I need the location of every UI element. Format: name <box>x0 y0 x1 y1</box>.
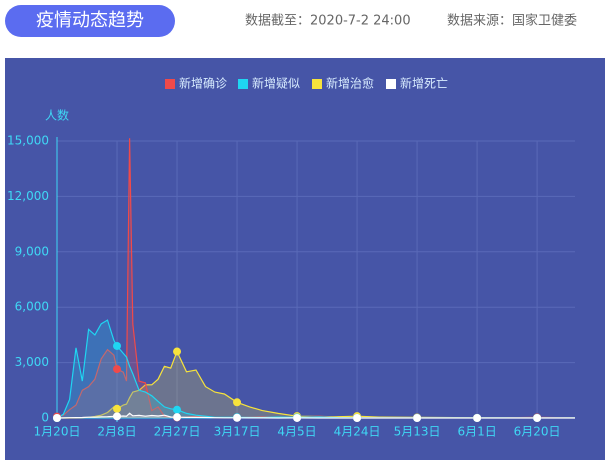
x-tick-label: 6月20日 <box>514 425 561 439</box>
x-tick-label: 6月1日 <box>457 425 496 439</box>
point-marker <box>413 414 422 422</box>
y-tick-label: 15,000 <box>7 134 49 148</box>
area-fill <box>57 351 575 418</box>
legend-label[interactable]: 新增确诊 <box>179 76 227 91</box>
point-marker <box>113 404 122 413</box>
area-fill <box>57 320 575 418</box>
x-tick-label: 2月27日 <box>154 425 201 439</box>
legend-label[interactable]: 新增疑似 <box>252 76 300 91</box>
point-marker <box>233 413 242 422</box>
y-tick-label: 12,000 <box>7 189 49 203</box>
point-marker <box>113 412 122 421</box>
updated-note: 数据截至：2020-7-2 24:00 <box>245 14 411 29</box>
page-title: 疫情动态趋势 <box>36 10 144 31</box>
x-tick-label: 1月20日 <box>34 425 81 439</box>
point-marker <box>533 414 542 422</box>
y-tick-label: 9,000 <box>15 244 49 258</box>
chart-panel <box>5 58 605 460</box>
x-tick-label: 4月5日 <box>277 425 316 439</box>
x-tick-label: 4月24日 <box>334 425 381 439</box>
legend-label[interactable]: 新增死亡 <box>400 76 448 91</box>
point-marker <box>233 398 242 407</box>
legend-swatch[interactable] <box>165 79 175 89</box>
point-marker <box>473 414 482 422</box>
area-fill <box>57 138 575 418</box>
legend-label[interactable]: 新增治愈 <box>326 76 374 91</box>
title-pill <box>5 5 175 37</box>
x-tick-label: 5月13日 <box>394 425 441 439</box>
area-fill <box>57 413 575 418</box>
point-marker <box>113 365 122 374</box>
y-tick-label: 0 <box>41 411 49 425</box>
y-axis-label: 人数 <box>45 108 69 123</box>
point-marker <box>353 414 362 422</box>
x-tick-label: 3月17日 <box>214 425 261 439</box>
point-marker <box>173 405 182 414</box>
point-marker <box>173 413 182 422</box>
point-marker <box>113 341 122 350</box>
x-tick-label: 2月8日 <box>97 425 136 439</box>
y-tick-label: 6,000 <box>15 300 49 314</box>
point-marker <box>293 413 302 422</box>
point-marker <box>53 414 61 422</box>
legend-swatch[interactable] <box>386 79 396 89</box>
point-marker <box>173 347 182 356</box>
legend-swatch[interactable] <box>238 79 248 89</box>
legend-swatch[interactable] <box>312 79 322 89</box>
y-tick-label: 3,000 <box>15 355 49 369</box>
source-note: 数据来源：国家卫健委 <box>447 13 577 29</box>
